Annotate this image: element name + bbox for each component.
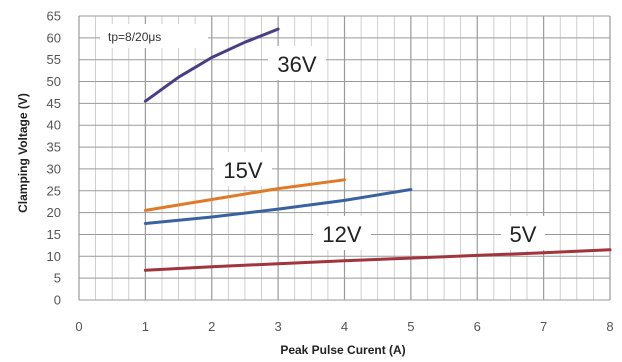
y-tick-label: 10	[47, 249, 61, 264]
y-tick-label: 25	[47, 183, 61, 198]
y-tick-label: 35	[47, 140, 61, 155]
series-label-12v: 12V	[322, 222, 361, 247]
series-line-36v	[143, 27, 280, 103]
x-tick-label: 4	[341, 319, 348, 334]
y-tick-label: 15	[47, 227, 61, 242]
y-tick-label: 30	[47, 161, 61, 176]
series-label-box	[214, 152, 272, 186]
y-tick-label: 60	[47, 30, 61, 45]
x-tick-label: 5	[407, 319, 414, 334]
annotation-text: tp=8/20μs	[108, 30, 161, 44]
x-tick-label: 8	[606, 319, 613, 334]
x-axis-title: Peak Pulse Curent (A)	[280, 343, 405, 357]
series-label-5v: 5V	[510, 222, 537, 247]
y-tick-label: 45	[47, 96, 61, 111]
y-tick-label: 20	[47, 205, 61, 220]
y-tick-label: 55	[47, 52, 61, 67]
series-label-box	[268, 46, 326, 80]
series-labels: 36V 15V 12V 5V	[214, 46, 545, 250]
series-line-12v	[143, 188, 413, 225]
x-tick-label: 3	[275, 319, 282, 334]
y-tick-label: 5	[54, 271, 61, 286]
series-label-36v: 36V	[277, 52, 316, 77]
y-axis-title: Clamping Voltage (V)	[16, 93, 30, 213]
x-tick-label: 0	[75, 319, 82, 334]
x-tick-label: 6	[474, 319, 481, 334]
annotation-box: tp=8/20μs	[100, 24, 208, 48]
series-line-15v	[143, 178, 346, 212]
y-tick-label: 0	[54, 293, 61, 308]
y-tick-label: 40	[47, 118, 61, 133]
x-tick-label: 7	[540, 319, 547, 334]
series-lines	[143, 27, 612, 272]
series-line-5v	[143, 248, 612, 272]
y-tick-label: 65	[47, 9, 61, 24]
x-tick-label: 2	[208, 319, 215, 334]
y-tick-label: 50	[47, 74, 61, 89]
x-tick-label: 1	[142, 319, 149, 334]
series-label-15v: 15V	[223, 158, 262, 183]
series-label-box	[501, 216, 545, 250]
series-label-box	[313, 216, 371, 250]
